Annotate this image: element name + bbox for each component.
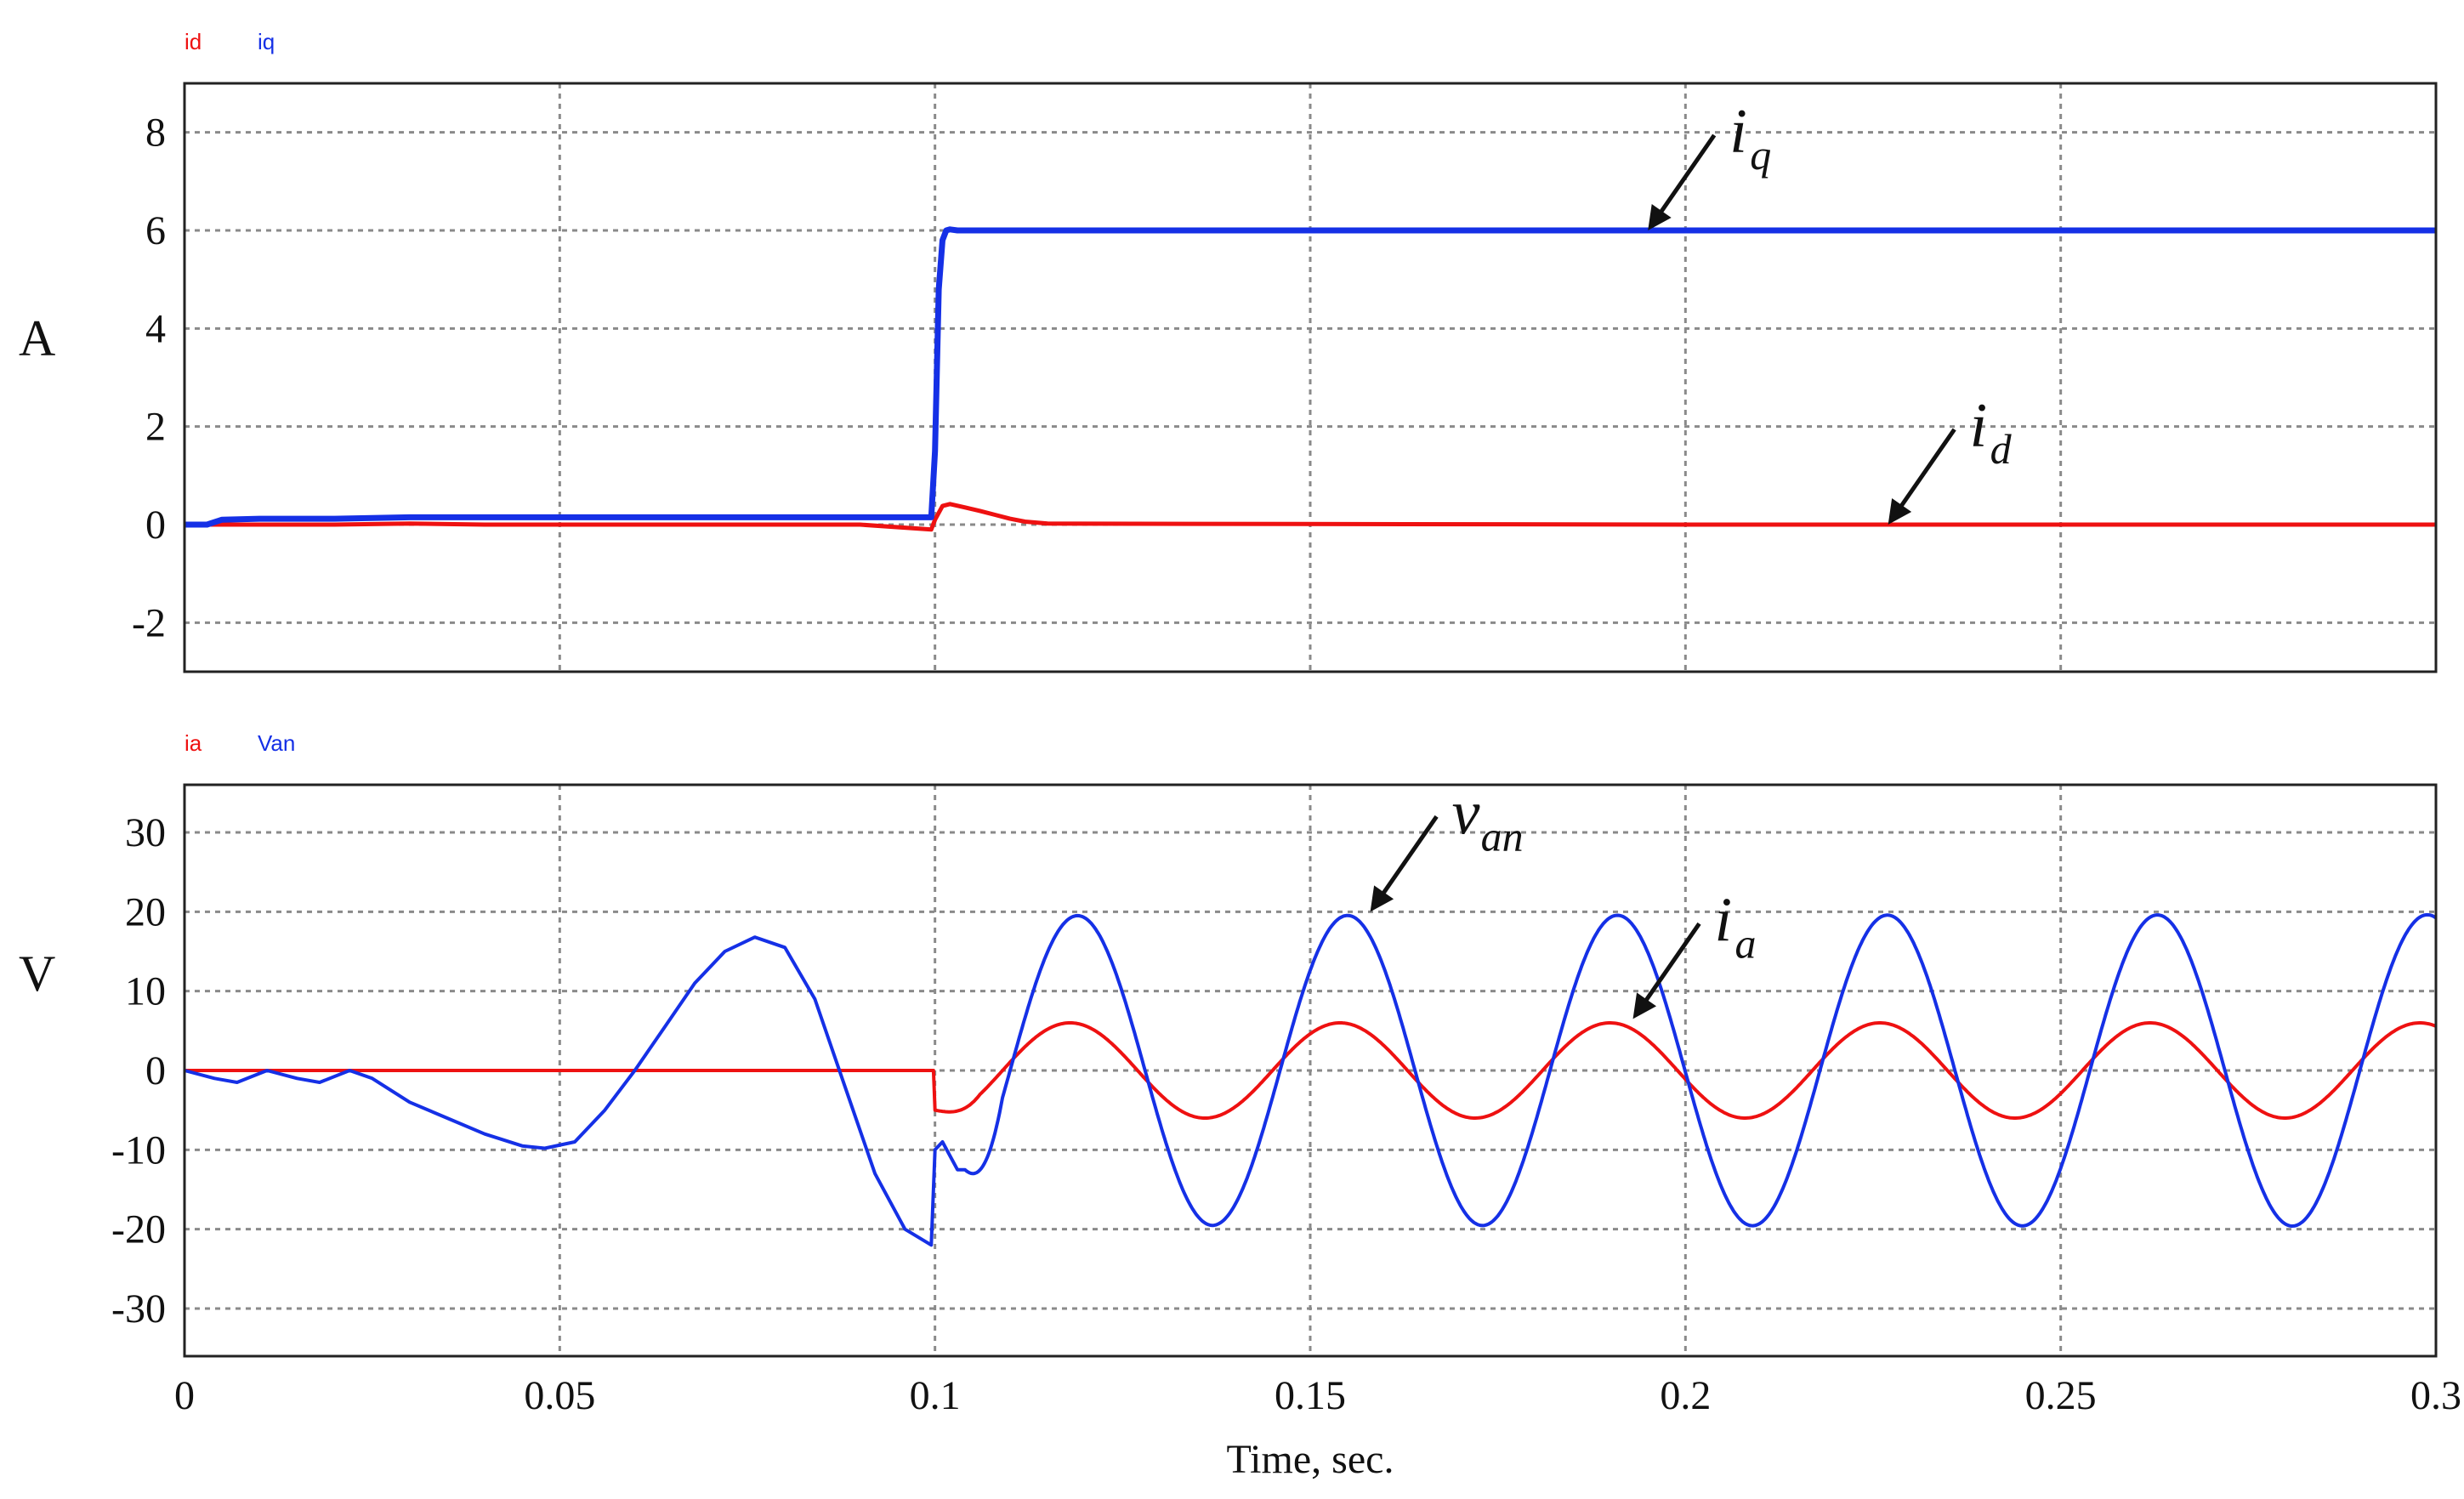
xtick-label: 0.2 <box>1660 1373 1711 1418</box>
series-id <box>185 502 2436 532</box>
xtick-label: 0.3 <box>2410 1373 2461 1418</box>
top-series <box>185 226 2436 532</box>
xtick-label: 0.1 <box>910 1373 961 1418</box>
bottom-ytick-label: 30 <box>125 810 166 855</box>
top-ytick-label: 8 <box>145 111 166 156</box>
annotation-arrowhead-id <box>1888 498 1912 525</box>
series-ia <box>184 1021 2437 1120</box>
bottom-ytick-label: -20 <box>111 1207 166 1252</box>
annotation-arrow-iq <box>1655 133 1717 220</box>
annotation-sub-id: d <box>1990 425 2013 473</box>
x-tick-labels: 0 0.05 0.1 0.15 0.2 0.25 0.3 <box>174 1373 2461 1418</box>
annotation-label-ia: i <box>1715 885 1733 955</box>
bottom-plot-frame <box>183 783 2438 1358</box>
xtick-label: 0.05 <box>524 1373 595 1418</box>
top-ytick-label: 0 <box>145 503 166 548</box>
annotation-arrow-van <box>1377 815 1439 901</box>
series-iq <box>185 226 2436 528</box>
top-plot-frame <box>183 82 2438 673</box>
xtick-label: 0.25 <box>2025 1373 2097 1418</box>
annotation-label-iq: i <box>1729 97 1747 167</box>
annotation-arrow-id <box>1894 428 1956 514</box>
annotation-arrowhead-iq <box>1648 204 1672 230</box>
bottom-series <box>184 912 2438 1247</box>
bottom-ytick-label: -10 <box>111 1127 166 1173</box>
annotation-label-id: i <box>1970 391 1988 461</box>
annotation-sub-van: an <box>1481 812 1524 860</box>
legend-iq: iq <box>258 29 275 54</box>
bottom-y-axis-label: V <box>19 945 55 1002</box>
series-van <box>184 912 2438 1247</box>
annotation-label-van: v <box>1452 778 1480 848</box>
top-ytick-label: -2 <box>132 600 166 645</box>
bottom-panel: ia Van V 30 20 10 0 -10 -20 -30 0 0.05 0.1 0.15 0.… <box>19 730 2461 1482</box>
top-ytick-label: 6 <box>145 208 166 253</box>
annotation-arrowhead-ia <box>1632 992 1657 1019</box>
bottom-y-tick-labels: 30 20 10 0 -10 -20 -30 <box>111 810 166 1331</box>
annotation-sub-iq: q <box>1750 131 1771 179</box>
bottom-ytick-label: -30 <box>111 1286 166 1331</box>
top-y-tick-labels: 8 6 4 2 0 -2 <box>132 111 166 646</box>
top-ytick-label: 4 <box>145 306 166 351</box>
bottom-annotations: v an i a <box>1370 778 1757 1019</box>
bottom-grid <box>185 785 2436 1356</box>
legend-van: Van <box>258 730 295 756</box>
annotation-arrowhead-van <box>1370 885 1394 912</box>
top-annotations: i qi d <box>1648 97 2013 525</box>
annotation-sub-ia: a <box>1735 919 1757 967</box>
bottom-ytick-label: 10 <box>125 969 166 1014</box>
bottom-ytick-label: 0 <box>145 1048 166 1093</box>
legend-id: id <box>185 29 202 54</box>
bottom-ytick-label: 20 <box>125 889 166 934</box>
xtick-label: 0 <box>174 1373 195 1418</box>
top-ytick-label: 2 <box>145 405 166 450</box>
annotation-arrow-ia <box>1639 922 1701 1008</box>
xtick-label: 0.15 <box>1275 1373 1346 1418</box>
x-axis-label: Time, sec. <box>1227 1437 1394 1482</box>
top-y-axis-label: A <box>19 310 55 366</box>
legend-ia: ia <box>185 730 202 756</box>
